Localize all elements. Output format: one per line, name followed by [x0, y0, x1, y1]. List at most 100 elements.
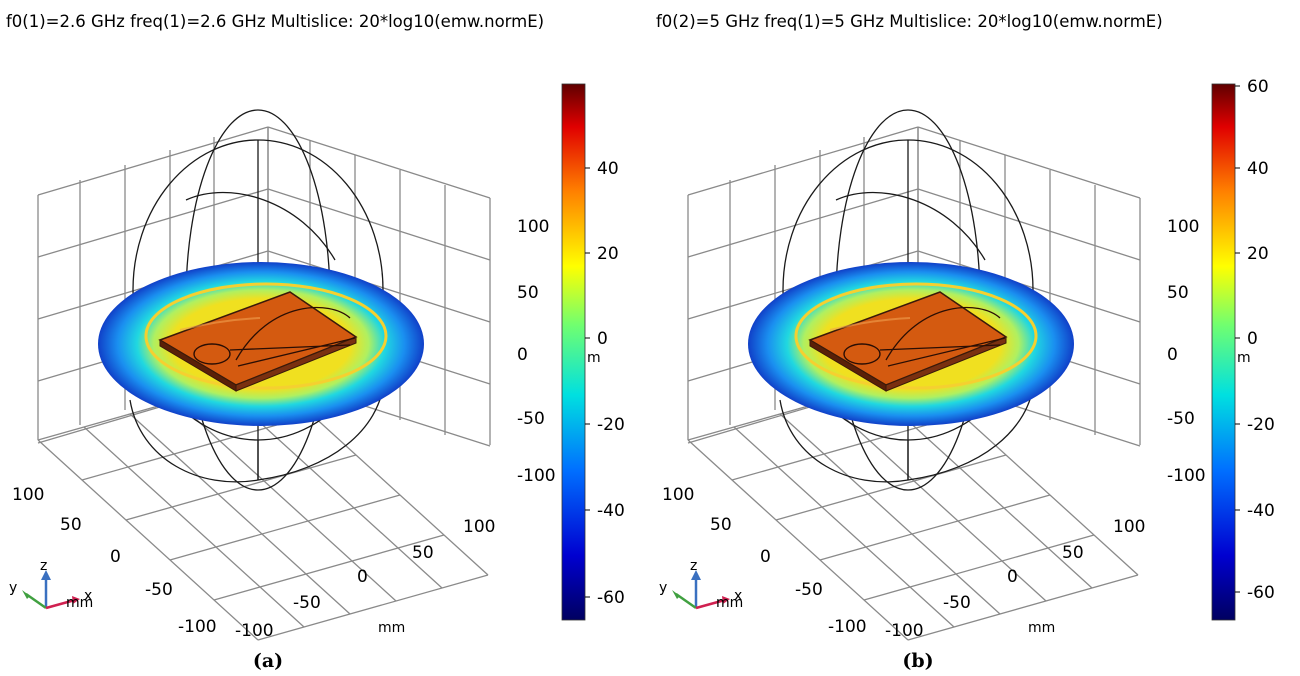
- x-tick-label: 100: [463, 517, 495, 537]
- feed-circle: [843, 343, 881, 365]
- z-tick-label: -50: [517, 409, 545, 429]
- y-tick-label: 0: [760, 547, 771, 567]
- triad-x-arrow: [695, 598, 726, 610]
- x-tick-label: 50: [1062, 543, 1084, 563]
- colorbar-tick-label: 40: [1247, 159, 1269, 179]
- grid-line: [37, 188, 269, 258]
- colorbar-tick-label: -20: [597, 415, 625, 435]
- x-tick-label: -50: [293, 593, 321, 613]
- colorbar-unit: m: [1237, 350, 1251, 366]
- triad-y-head: [22, 590, 30, 599]
- z-tick-label: 50: [517, 283, 539, 303]
- colorbar-unit: m: [587, 350, 601, 366]
- y-tick-label: -100: [178, 617, 217, 637]
- colorbar-tick-label: 0: [1247, 329, 1258, 349]
- colorbar-tick-label: -40: [597, 501, 625, 521]
- x-tick-label: -100: [885, 621, 924, 641]
- x-tick-label: -50: [943, 593, 971, 613]
- ring-inner-edge: [144, 282, 388, 390]
- y-tick-label: -50: [795, 580, 823, 600]
- panel-b: f0(2)=5 GHz freq(1)=5 GHz Multislice: 20…: [650, 0, 1300, 676]
- grid-line: [687, 126, 919, 196]
- z-tick-label: 100: [517, 217, 549, 237]
- grid-line: [775, 454, 1007, 521]
- triad-unit: mm: [66, 595, 93, 611]
- grid-line: [175, 400, 397, 602]
- field-highlight: [829, 317, 911, 331]
- grid-line: [687, 188, 919, 258]
- triad-x-head: [72, 596, 80, 604]
- patch-slot: [879, 306, 1006, 367]
- grid-line: [819, 494, 1051, 561]
- grid-line: [733, 426, 955, 628]
- x-tick-label: 100: [1113, 517, 1145, 537]
- axis-triad: z y xmm: [9, 558, 93, 611]
- grid-line: [81, 414, 313, 481]
- grid-line: [37, 126, 269, 196]
- wire-arc: [835, 192, 986, 261]
- triad-z-label: z: [40, 558, 47, 574]
- grid-line: [917, 126, 1141, 199]
- z-tick-label: 0: [517, 345, 528, 365]
- triad-x-head: [722, 596, 730, 604]
- y-tick-label: 0: [110, 547, 121, 567]
- grid-line: [169, 494, 401, 561]
- grid-line: [825, 400, 1047, 602]
- wire-arc: [185, 192, 336, 261]
- triad-y-label: y: [9, 580, 17, 596]
- figure-caption: (a): [252, 650, 284, 672]
- triad-z-label: z: [690, 558, 697, 574]
- figure-caption: (b): [902, 650, 934, 672]
- colorbar-tick-label: 20: [1247, 244, 1269, 264]
- feed-circle: [193, 343, 231, 365]
- grid-line: [83, 426, 305, 628]
- grid-line: [267, 188, 491, 261]
- colorbar-tick-label: 0: [597, 329, 608, 349]
- y-tick-label: -50: [145, 580, 173, 600]
- grid-line: [257, 574, 489, 641]
- plot-title: f0(1)=2.6 GHz freq(1)=2.6 GHz Multislice…: [6, 12, 545, 31]
- z-tick-label: 50: [1167, 283, 1189, 303]
- z-tick-label: -50: [1167, 409, 1195, 429]
- colorbar-tick-label: 20: [597, 244, 619, 264]
- z-tick-label: 100: [1167, 217, 1199, 237]
- triad-x-label: x: [734, 588, 742, 604]
- y-tick-label: 50: [60, 515, 82, 535]
- colorbar-tick-label: -20: [1247, 415, 1275, 435]
- plot-title: f0(2)=5 GHz freq(1)=5 GHz Multislice: 20…: [656, 12, 1163, 31]
- ring-inner-edge: [794, 282, 1038, 390]
- colorbar: [1211, 83, 1236, 621]
- x-tick-label: 0: [357, 567, 368, 587]
- grid-line: [267, 126, 491, 199]
- grid-line: [129, 413, 351, 615]
- grid-line: [907, 574, 1139, 641]
- grid-line: [37, 439, 259, 641]
- grid-line: [125, 454, 357, 521]
- x-tick-label: 0: [1007, 567, 1018, 587]
- grid-line: [267, 250, 491, 323]
- triad-y-head: [672, 590, 680, 599]
- grid-line: [213, 534, 445, 601]
- x-tick-label: -100: [235, 621, 274, 641]
- panel-a: f0(1)=2.6 GHz freq(1)=2.6 GHz Multislice…: [6, 12, 625, 672]
- colorbar-tick-label: -60: [597, 588, 625, 608]
- y-tick-label: 50: [710, 515, 732, 535]
- colorbar-tick-label: 40: [597, 159, 619, 179]
- triad-z-head: [41, 570, 51, 580]
- axis-unit: mm: [378, 620, 405, 636]
- triad-z-head: [691, 570, 701, 580]
- triad-unit: mm: [716, 595, 743, 611]
- patch-edge: [159, 339, 237, 392]
- patch-slot: [229, 306, 356, 367]
- y-tick-label: 100: [662, 485, 694, 505]
- patch-edge: [809, 339, 887, 392]
- grid-line: [917, 188, 1141, 261]
- grid-line: [779, 413, 1001, 615]
- grid-line: [687, 439, 909, 641]
- x-tick-label: 50: [412, 543, 434, 563]
- triad-y-label: y: [659, 580, 667, 596]
- axis-triad: z y xmm: [659, 558, 743, 611]
- axis-unit: mm: [1028, 620, 1055, 636]
- grid-line: [731, 414, 963, 481]
